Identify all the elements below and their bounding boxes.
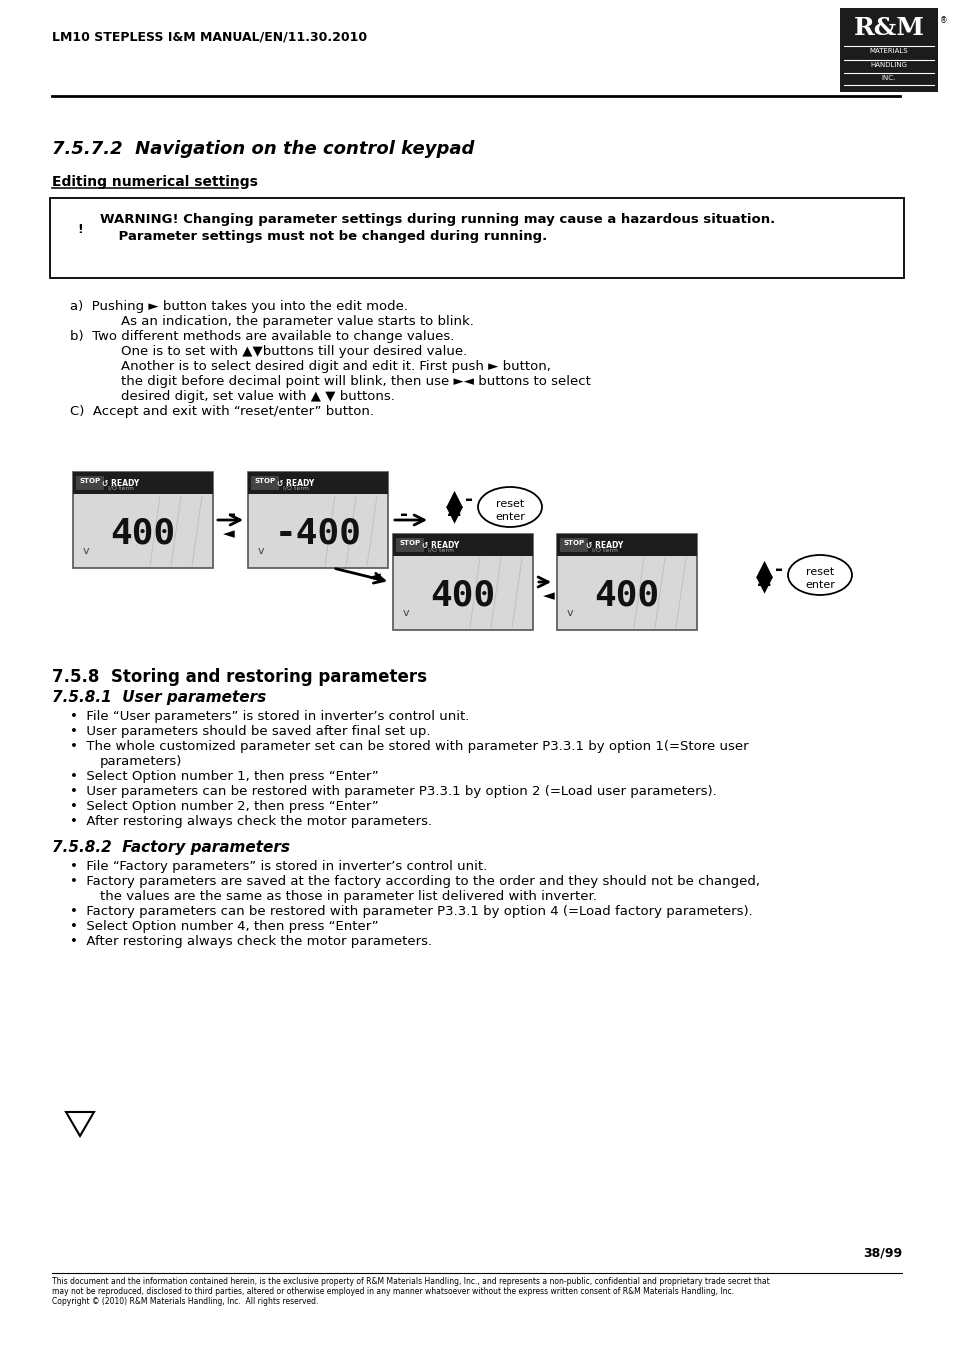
Text: ↺ READY: ↺ READY <box>422 540 459 550</box>
Text: WARNING! Changing parameter settings during running may cause a hazardous situat: WARNING! Changing parameter settings dur… <box>100 213 775 226</box>
Text: +: + <box>445 507 462 526</box>
FancyBboxPatch shape <box>251 476 278 490</box>
FancyBboxPatch shape <box>393 534 533 630</box>
Text: As an indication, the parameter value starts to blink.: As an indication, the parameter value st… <box>70 315 474 328</box>
FancyBboxPatch shape <box>76 476 104 490</box>
Text: STOP: STOP <box>79 478 100 484</box>
Text: •  Select Option number 4, then press “Enter”: • Select Option number 4, then press “En… <box>70 920 378 934</box>
Text: •  File “User parameters” is stored in inverter’s control unit.: • File “User parameters” is stored in in… <box>70 711 469 723</box>
Text: reset: reset <box>496 499 523 509</box>
Text: 7.5.8.2  Factory parameters: 7.5.8.2 Factory parameters <box>52 840 290 855</box>
Text: ®: ® <box>939 16 946 26</box>
Text: INC.: INC. <box>881 76 895 81</box>
Text: Copyright © (2010) R&M Materials Handling, Inc.  All rights reserved.: Copyright © (2010) R&M Materials Handlin… <box>52 1297 318 1306</box>
Text: -: - <box>774 561 782 580</box>
Text: ↺ READY: ↺ READY <box>277 480 314 488</box>
Text: •  Select Option number 1, then press “Enter”: • Select Option number 1, then press “En… <box>70 770 378 784</box>
Text: One is to set with ▲▼buttons till your desired value.: One is to set with ▲▼buttons till your d… <box>70 345 467 358</box>
Text: STOP: STOP <box>399 540 420 546</box>
Text: ▲: ▲ <box>446 488 463 508</box>
Text: ▲: ▲ <box>756 558 773 578</box>
FancyBboxPatch shape <box>395 538 423 553</box>
Text: 7.5.7.2  Navigation on the control keypad: 7.5.7.2 Navigation on the control keypad <box>52 141 474 158</box>
Text: enter: enter <box>495 512 524 521</box>
Text: HANDLING: HANDLING <box>869 62 906 68</box>
Text: Editing numerical settings: Editing numerical settings <box>52 176 257 189</box>
Ellipse shape <box>787 555 851 594</box>
Text: STOP: STOP <box>563 540 584 546</box>
Text: 400: 400 <box>111 517 175 551</box>
Text: •  User parameters should be saved after final set up.: • User parameters should be saved after … <box>70 725 430 738</box>
Text: -: - <box>464 490 473 509</box>
Text: •  After restoring always check the motor parameters.: • After restoring always check the motor… <box>70 815 432 828</box>
Text: ◄: ◄ <box>542 589 554 604</box>
Text: v: v <box>257 546 264 557</box>
Text: ◄: ◄ <box>368 567 380 586</box>
FancyBboxPatch shape <box>73 471 213 567</box>
FancyBboxPatch shape <box>248 471 388 494</box>
Text: +: + <box>755 576 771 594</box>
FancyBboxPatch shape <box>840 8 937 92</box>
Text: STOP: STOP <box>254 478 275 484</box>
Text: •  User parameters can be restored with parameter P3.3.1 by option 2 (=Load user: • User parameters can be restored with p… <box>70 785 716 798</box>
Text: the digit before decimal point will blink, then use ►◄ buttons to select: the digit before decimal point will blin… <box>70 376 590 388</box>
Text: This document and the information contained herein, is the exclusive property of: This document and the information contai… <box>52 1277 769 1286</box>
Text: I/O term: I/O term <box>592 549 618 553</box>
Text: -: - <box>228 505 235 524</box>
Text: 38/99: 38/99 <box>862 1246 901 1259</box>
Text: v: v <box>566 608 573 617</box>
Text: 7.5.8.1  User parameters: 7.5.8.1 User parameters <box>52 690 266 705</box>
Text: !: ! <box>77 223 83 236</box>
Text: b)  Two different methods are available to change values.: b) Two different methods are available t… <box>70 330 454 343</box>
Text: •  Factory parameters can be restored with parameter P3.3.1 by option 4 (=Load f: • Factory parameters can be restored wit… <box>70 905 752 917</box>
Text: 400: 400 <box>430 580 496 613</box>
Text: Another is to select desired digit and edit it. First push ► button,: Another is to select desired digit and e… <box>70 359 550 373</box>
Text: -: - <box>399 505 408 524</box>
FancyBboxPatch shape <box>393 534 533 557</box>
FancyBboxPatch shape <box>559 538 587 553</box>
Text: ↺ READY: ↺ READY <box>102 480 139 488</box>
Text: •  Factory parameters are saved at the factory according to the order and they s: • Factory parameters are saved at the fa… <box>70 875 760 888</box>
Text: •  File “Factory parameters” is stored in inverter’s control unit.: • File “Factory parameters” is stored in… <box>70 861 487 873</box>
Text: I/O term: I/O term <box>428 549 454 553</box>
Text: the values are the same as those in parameter list delivered with inverter.: the values are the same as those in para… <box>100 890 597 902</box>
Ellipse shape <box>477 486 541 527</box>
Text: Parameter settings must not be changed during running.: Parameter settings must not be changed d… <box>100 230 547 243</box>
Polygon shape <box>66 1112 94 1136</box>
Text: parameters): parameters) <box>100 755 182 767</box>
FancyBboxPatch shape <box>557 534 697 630</box>
Text: I/O term: I/O term <box>283 486 309 490</box>
Text: enter: enter <box>804 580 834 590</box>
Text: 7.5.8  Storing and restoring parameters: 7.5.8 Storing and restoring parameters <box>52 667 427 686</box>
Text: LM10 STEPLESS I&M MANUAL/EN/11.30.2010: LM10 STEPLESS I&M MANUAL/EN/11.30.2010 <box>52 30 367 43</box>
Text: ▼: ▼ <box>446 504 463 524</box>
Text: •  The whole customized parameter set can be stored with parameter P3.3.1 by opt: • The whole customized parameter set can… <box>70 740 748 753</box>
Text: R&M: R&M <box>853 16 923 41</box>
Text: reset: reset <box>805 567 833 577</box>
Text: C)  Accept and exit with “reset/enter” button.: C) Accept and exit with “reset/enter” bu… <box>70 405 374 417</box>
Text: v: v <box>402 608 409 617</box>
Text: ▼: ▼ <box>756 574 773 594</box>
Text: ↺ READY: ↺ READY <box>586 540 623 550</box>
FancyBboxPatch shape <box>248 471 388 567</box>
Text: 400: 400 <box>594 580 659 613</box>
Text: I/O term: I/O term <box>108 486 133 490</box>
FancyBboxPatch shape <box>557 534 697 557</box>
Text: a)  Pushing ► button takes you into the edit mode.: a) Pushing ► button takes you into the e… <box>70 300 408 313</box>
Text: v: v <box>83 546 90 557</box>
Text: •  Select Option number 2, then press “Enter”: • Select Option number 2, then press “En… <box>70 800 378 813</box>
Text: •  After restoring always check the motor parameters.: • After restoring always check the motor… <box>70 935 432 948</box>
Text: -400: -400 <box>274 517 361 551</box>
FancyBboxPatch shape <box>50 199 903 278</box>
Text: desired digit, set value with ▲ ▼ buttons.: desired digit, set value with ▲ ▼ button… <box>70 390 395 403</box>
Text: may not be reproduced, disclosed to third parties, altered or otherwise employed: may not be reproduced, disclosed to thir… <box>52 1288 733 1296</box>
Text: ◄: ◄ <box>223 527 234 542</box>
Text: MATERIALS: MATERIALS <box>869 49 907 54</box>
FancyBboxPatch shape <box>73 471 213 494</box>
